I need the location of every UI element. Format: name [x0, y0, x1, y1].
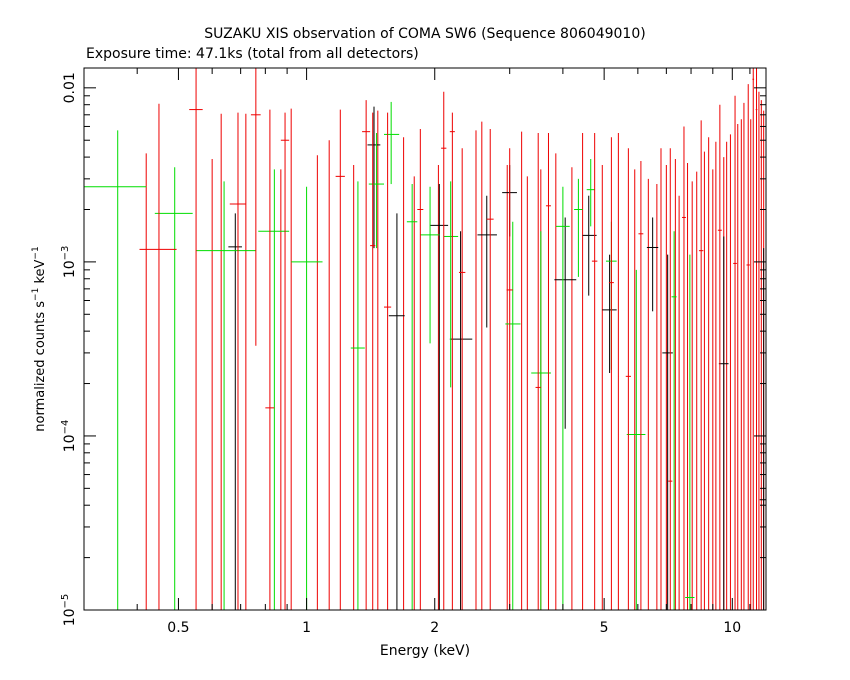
- y-tick-exponent: −3: [60, 246, 71, 261]
- data-point: [280, 112, 290, 610]
- data-point: [625, 148, 631, 610]
- data-point: [638, 160, 644, 610]
- data-point: [367, 106, 381, 249]
- data-point: [368, 133, 385, 249]
- y-tick-base: 10: [62, 608, 78, 626]
- y-tick-base: 10: [62, 260, 78, 278]
- x-tick-label: 10: [723, 620, 741, 636]
- data-point: [662, 254, 673, 610]
- data-point: [229, 112, 246, 610]
- data-point: [746, 84, 750, 610]
- data-point: [458, 148, 466, 610]
- data-point: [755, 68, 758, 610]
- data-point: [486, 129, 494, 610]
- data-point: [258, 169, 290, 610]
- data-point: [591, 133, 598, 610]
- data-point: [370, 112, 376, 610]
- data-point: [477, 195, 497, 328]
- x-tick-label: 0.5: [167, 620, 189, 636]
- data-point: [417, 129, 424, 610]
- y-tick-label: 0.01: [62, 72, 78, 103]
- data-point: [291, 186, 323, 610]
- y-axis-label-part1: normalized counts s: [33, 301, 48, 432]
- chart-subtitle: Exposure time: 47.1ks (total from all de…: [86, 46, 419, 62]
- data-point: [350, 181, 365, 610]
- x-axis-label: Energy (keV): [380, 643, 470, 659]
- y-tick-base: 10: [62, 434, 78, 452]
- data-point: [196, 181, 256, 610]
- data-point: [384, 101, 400, 185]
- data-point: [362, 100, 371, 610]
- data-point: [535, 133, 541, 610]
- data-point: [646, 217, 659, 312]
- data-point: [384, 112, 392, 610]
- data-point: [154, 167, 193, 610]
- data-point: [733, 95, 737, 610]
- data-point: [554, 217, 577, 429]
- plot-frame: [83, 67, 767, 611]
- data-point: [228, 213, 242, 610]
- data-point: [626, 269, 646, 610]
- data-point: [752, 68, 755, 610]
- data-point: [443, 181, 459, 388]
- data-point: [685, 254, 695, 610]
- y-tick-exponent: −5: [60, 594, 71, 609]
- data-point: [602, 254, 617, 373]
- y-tick-label: 10−4: [60, 420, 78, 453]
- data-point: [717, 104, 722, 610]
- data-point: [250, 68, 261, 346]
- data-point: [335, 109, 345, 610]
- data-point: [759, 248, 766, 610]
- data-point: [449, 231, 473, 610]
- data-point: [698, 120, 704, 610]
- data-point: [608, 137, 614, 610]
- y-axis-label-part2: keV: [33, 259, 48, 287]
- data-point: [671, 231, 677, 610]
- data-point: [189, 68, 203, 610]
- y-axis-label-exp1: −1: [31, 288, 41, 301]
- data-point: [531, 231, 551, 610]
- data-point: [406, 184, 418, 610]
- data-point: [265, 109, 275, 610]
- data-point: [505, 221, 521, 610]
- y-tick-exponent: −4: [60, 420, 71, 435]
- data-point: [139, 103, 177, 610]
- data-point: [586, 159, 595, 227]
- y-axis-label: normalized counts s−1 keV−1: [31, 246, 48, 431]
- data-point: [420, 186, 440, 344]
- data-point: [388, 213, 405, 610]
- y-tick-label: 10−5: [60, 594, 78, 627]
- axis-ticks: [83, 68, 767, 611]
- y-axis-label-exp2: −1: [31, 246, 41, 259]
- data-point: [449, 112, 455, 610]
- data-point: [574, 178, 583, 277]
- data-point: [84, 130, 147, 610]
- data-point: [545, 133, 551, 610]
- x-tick-label: 5: [600, 620, 609, 636]
- data-layer: [84, 68, 766, 610]
- data-point: [430, 184, 449, 610]
- data-point: [506, 148, 513, 610]
- y-tick-label: 10−3: [60, 246, 78, 279]
- data-point: [668, 148, 673, 610]
- data-point: [555, 186, 570, 610]
- data-point: [718, 236, 729, 610]
- data-point: [441, 91, 447, 610]
- data-point: [682, 126, 686, 610]
- chart-title: SUZAKU XIS observation of COMA SW6 (Sequ…: [204, 26, 645, 42]
- x-tick-label: 2: [430, 620, 439, 636]
- x-tick-label: 1: [302, 620, 311, 636]
